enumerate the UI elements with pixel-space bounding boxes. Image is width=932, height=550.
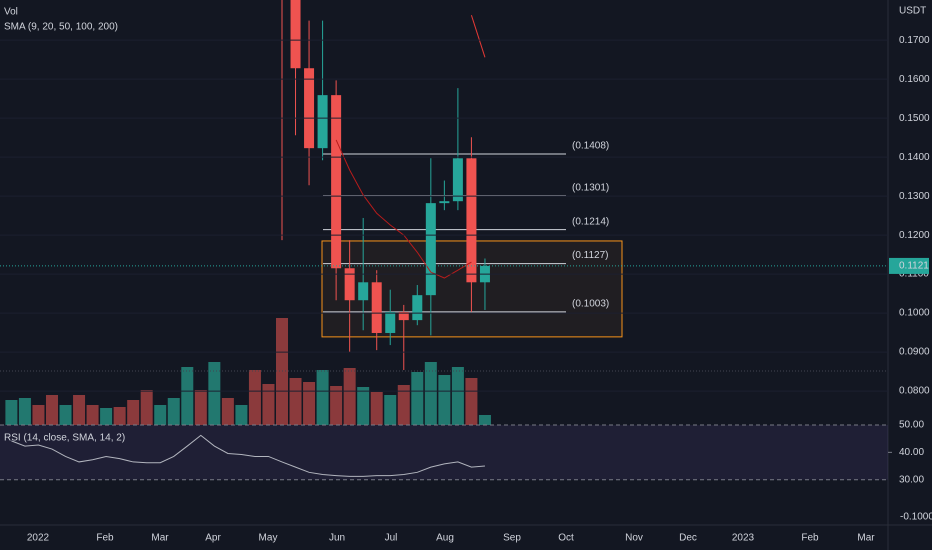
volume-bar: [45, 395, 58, 425]
x-tick-label: Nov: [625, 533, 643, 544]
volume-bar: [316, 370, 329, 425]
volume-bar: [32, 405, 45, 425]
x-tick-label: Oct: [558, 533, 574, 544]
volume-bar: [86, 405, 99, 425]
y-tick-label: 0.1300: [899, 191, 930, 202]
volume-bar: [384, 395, 397, 425]
volume-bar: [465, 378, 478, 425]
volume-bar: [127, 400, 140, 425]
rsi-tick-label: 50.00: [899, 420, 924, 431]
volume-bar: [397, 385, 410, 425]
candle-body: [358, 282, 369, 301]
volume-bar: [411, 372, 424, 425]
x-tick-label: May: [259, 533, 278, 544]
y-tick-label: 0.1700: [899, 35, 930, 46]
candle-body: [452, 158, 463, 202]
y-tick-label: 0.1000: [899, 308, 930, 319]
fib-label: (0.1003): [572, 299, 609, 310]
volume-bar: [154, 405, 167, 425]
x-tick-label: Apr: [205, 533, 221, 544]
candle-body: [331, 95, 342, 269]
x-tick-label: Feb: [801, 533, 819, 544]
volume-bar: [167, 398, 180, 425]
y-tick-label: 0.1500: [899, 113, 930, 124]
volume-bar: [343, 368, 356, 425]
fib-label: (0.1301): [572, 182, 609, 193]
volume-bar: [208, 362, 221, 425]
volume-bar: [235, 405, 248, 425]
volume-bar: [424, 362, 437, 425]
x-tick-label: Mar: [151, 533, 169, 544]
x-tick-label: Aug: [436, 533, 454, 544]
volume-bar: [59, 405, 72, 425]
volume-bar: [73, 395, 86, 425]
volume-bar: [303, 382, 316, 425]
volume-bar: [357, 387, 370, 425]
volume-bar: [18, 398, 31, 425]
volume-bar: [262, 384, 275, 425]
x-tick-label: Feb: [96, 533, 114, 544]
last-price-label: 0.1121: [899, 261, 929, 272]
rsi-tick-label: 30.00: [899, 474, 924, 485]
y-tick-label: 0.1200: [899, 230, 930, 241]
x-tick-label: Sep: [503, 533, 521, 544]
rsi-tick-label: 40.00: [899, 447, 924, 458]
last-price-tag: [889, 257, 929, 274]
volume-bar: [113, 407, 126, 425]
volume-bar: [370, 392, 383, 425]
x-tick-label: 2023: [732, 533, 755, 544]
candle-body: [385, 311, 396, 333]
volume-bar: [221, 398, 234, 425]
volume-bar: [248, 370, 261, 425]
fib-label: (0.1127): [572, 250, 609, 261]
candle-body: [344, 268, 355, 301]
indicator-label: SMA (9, 20, 50, 100, 200): [4, 22, 118, 33]
rsi-band: [0, 425, 888, 480]
y-tick-label: 0.0900: [899, 347, 930, 358]
x-tick-label: Jun: [329, 533, 345, 544]
x-tick-label: Mar: [857, 533, 875, 544]
candle-body: [425, 203, 436, 296]
candle-body: [412, 295, 423, 321]
fib-label: (0.1408): [572, 141, 609, 152]
volume-bar: [194, 390, 207, 425]
rsi-line: [11, 434, 485, 477]
x-tick-label: Jul: [385, 533, 398, 544]
rsi-title: RSI (14, close, SMA, 14, 2): [4, 433, 125, 444]
axis-label: -0.1000: [900, 512, 932, 523]
x-tick-label: Dec: [679, 533, 697, 544]
y-tick-label: 0.0800: [899, 386, 930, 397]
indicator-label: Vol: [4, 7, 18, 18]
volume-bar: [289, 378, 302, 425]
volume-bar: [330, 386, 343, 425]
volume-bar: [478, 415, 491, 425]
candle-body: [371, 282, 382, 333]
fib-label: (0.1214): [572, 216, 609, 227]
y-tick-label: 0.1400: [899, 152, 930, 163]
candle-body: [466, 158, 477, 283]
candle-body: [304, 68, 315, 149]
candle-body: [317, 95, 328, 149]
volume-bar: [181, 367, 194, 425]
sma-line: [470, 15, 486, 58]
candle-body: [290, 0, 301, 69]
currency-label: USDT: [899, 6, 926, 17]
volume-bar: [100, 408, 113, 425]
candle-body: [439, 201, 450, 204]
candle-body: [398, 311, 409, 321]
volume-bar: [451, 367, 464, 425]
y-tick-label: 0.1600: [899, 74, 930, 85]
y-tick-label: 0.1100: [899, 269, 929, 280]
volume-bar: [438, 375, 451, 425]
volume-bar: [140, 390, 153, 425]
x-tick-label: 2022: [27, 533, 50, 544]
volume-bar: [5, 400, 18, 425]
